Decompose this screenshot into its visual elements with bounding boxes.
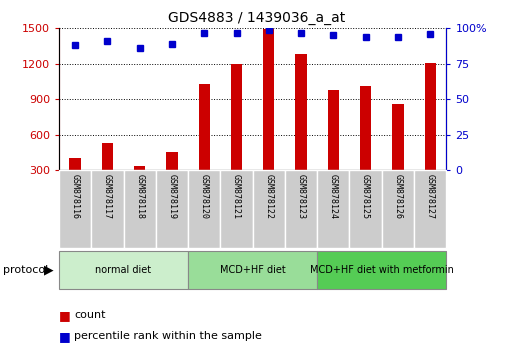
Text: ■: ■ [59, 330, 71, 343]
Bar [156, 170, 188, 248]
Bar [317, 170, 349, 248]
Text: GSM878127: GSM878127 [426, 174, 435, 219]
Bar [188, 251, 317, 289]
Bar [231, 64, 242, 205]
Bar [166, 152, 177, 205]
Text: ■: ■ [59, 309, 71, 321]
Text: GSM878124: GSM878124 [329, 174, 338, 219]
Bar [134, 166, 145, 205]
Bar [59, 170, 91, 248]
Bar [328, 90, 339, 205]
Bar [252, 170, 285, 248]
Bar [124, 170, 156, 248]
Bar [199, 84, 210, 205]
Bar [425, 63, 436, 205]
Bar [360, 86, 371, 205]
Text: GSM878117: GSM878117 [103, 174, 112, 219]
Text: percentile rank within the sample: percentile rank within the sample [74, 331, 262, 341]
Bar [91, 170, 124, 248]
Text: normal diet: normal diet [95, 265, 152, 275]
Bar [349, 170, 382, 248]
Bar [263, 29, 274, 205]
Text: GSM878126: GSM878126 [393, 174, 402, 219]
Bar [221, 170, 252, 248]
Text: GSM878123: GSM878123 [297, 174, 306, 219]
Text: GDS4883 / 1439036_a_at: GDS4883 / 1439036_a_at [168, 11, 345, 25]
Text: GSM878116: GSM878116 [71, 174, 80, 219]
Text: GSM878122: GSM878122 [264, 174, 273, 219]
Text: ▶: ▶ [44, 263, 53, 276]
Text: protocol: protocol [3, 265, 48, 275]
Bar [285, 170, 317, 248]
Text: GSM878118: GSM878118 [135, 174, 144, 219]
Text: MCD+HF diet: MCD+HF diet [220, 265, 286, 275]
Bar [317, 251, 446, 289]
Bar [392, 104, 404, 205]
Text: GSM878120: GSM878120 [200, 174, 209, 219]
Bar [295, 54, 307, 205]
Text: count: count [74, 310, 106, 320]
Bar [59, 251, 188, 289]
Bar [382, 170, 414, 248]
Text: MCD+HF diet with metformin: MCD+HF diet with metformin [310, 265, 453, 275]
Text: GSM878121: GSM878121 [232, 174, 241, 219]
Text: GSM878119: GSM878119 [167, 174, 176, 219]
Text: GSM878125: GSM878125 [361, 174, 370, 219]
Bar [69, 158, 81, 205]
Bar [102, 143, 113, 205]
Bar [414, 170, 446, 248]
Bar [188, 170, 221, 248]
